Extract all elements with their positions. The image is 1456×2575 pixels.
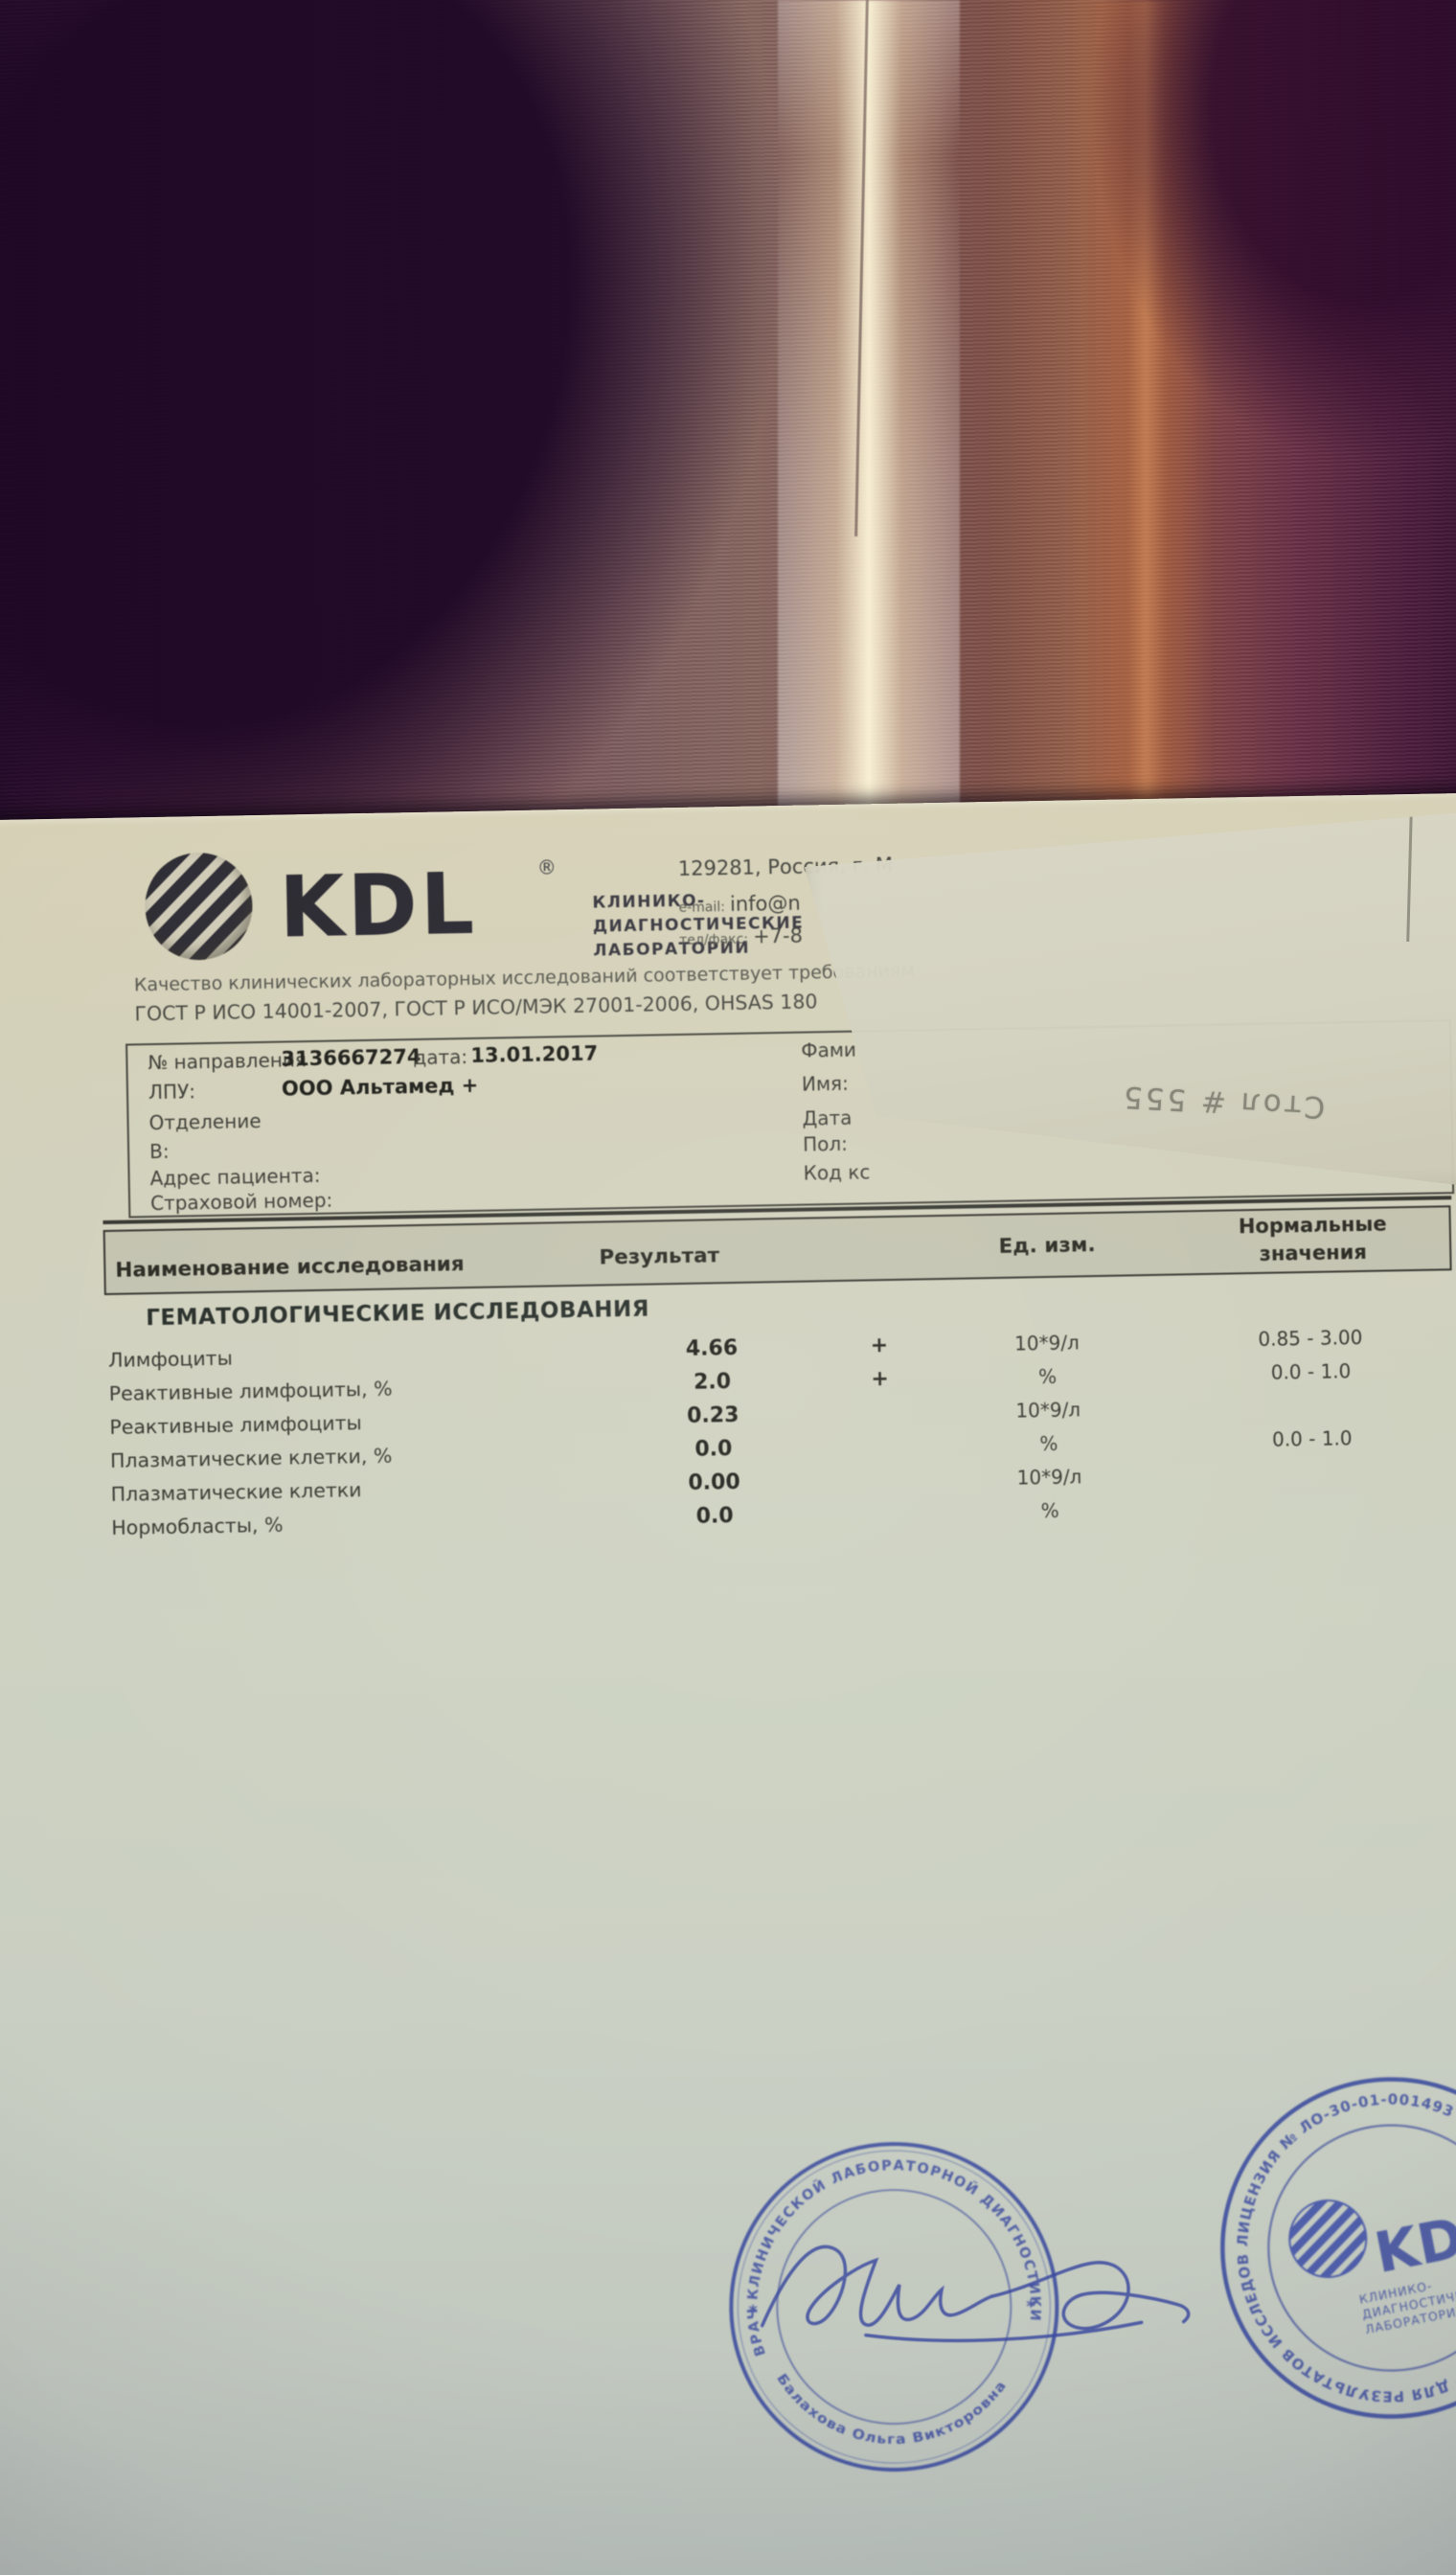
doctor-signature bbox=[749, 2204, 1212, 2376]
row-unit: % bbox=[1039, 1431, 1058, 1455]
row-flag: + bbox=[871, 1367, 890, 1392]
code-label: Код кс bbox=[803, 1160, 871, 1185]
email-line: e-mail: info@n bbox=[678, 891, 801, 917]
row-norm: 0.85 - 3.00 bbox=[1258, 1325, 1363, 1351]
header-name: Наименование исследования bbox=[115, 1252, 465, 1283]
license-stamp-logo-text: KDL bbox=[1370, 2198, 1456, 2286]
row-name: Плазматические клетки bbox=[110, 1477, 362, 1506]
birthdate-label: Дата bbox=[802, 1105, 853, 1130]
doctor-stamp: ВРАЧ КЛИНИЧЕСКОЙ ЛАБОРАТОРНОЙ ДИАГНОСТИК… bbox=[690, 2102, 1100, 2512]
row-result: 0.23 bbox=[686, 1402, 739, 1428]
row-name: Нормобласты, % bbox=[111, 1513, 284, 1539]
row-norm bbox=[1173, 1470, 1451, 1474]
kdl-logo-sphere-icon bbox=[144, 852, 254, 962]
row-norm bbox=[1174, 1503, 1452, 1508]
lpu-value: ООО Альтамед + bbox=[281, 1073, 479, 1101]
receipt-note-text: Стол # 555 bbox=[1120, 1079, 1327, 1125]
header-unit: Ед. изм. bbox=[998, 1233, 1096, 1259]
lpu-label: ЛПУ: bbox=[148, 1080, 196, 1105]
row-flag bbox=[839, 1479, 925, 1481]
row-unit: 10*9/л bbox=[1016, 1464, 1082, 1490]
row-unit: % bbox=[1040, 1498, 1059, 1522]
header-norm: Нормальные значения bbox=[1176, 1209, 1450, 1269]
section-title: ГЕМАТОЛОГИЧЕСКИЕ ИССЛЕДОВАНИЯ bbox=[146, 1296, 650, 1332]
row-result: 4.66 bbox=[685, 1335, 739, 1361]
row-result: 2.0 bbox=[693, 1370, 732, 1395]
row-name: Реактивные лимфоциты, % bbox=[108, 1377, 393, 1405]
row-flag bbox=[837, 1412, 923, 1414]
row-norm: 0.0 - 1.0 bbox=[1270, 1358, 1352, 1384]
phone-line: тел/факс: +7-8 bbox=[679, 924, 803, 949]
row-name: Лимфоциты bbox=[107, 1346, 233, 1372]
doctor-stamp-separator-left: * bbox=[748, 2302, 758, 2322]
row-flag bbox=[838, 1446, 924, 1447]
row-result: 0.0 bbox=[695, 1504, 734, 1529]
firstname-label: Имя: bbox=[801, 1071, 849, 1096]
phone-label: тел/факс: bbox=[679, 931, 749, 948]
patient-address-label: Адрес пациента: bbox=[149, 1163, 321, 1191]
lab-report-paper: KDL ® КЛИНИКО- ДИАГНОСТИЧЕСКИЕ ЛАБОРАТОР… bbox=[0, 792, 1456, 2575]
row-unit: % bbox=[1037, 1364, 1058, 1388]
sex-label: Пол: bbox=[802, 1131, 849, 1156]
v-label: В: bbox=[148, 1139, 170, 1164]
license-stamp: ЛИЦЕНЗИЯ № ЛО-30-01-001493 * ООО "КДЛ ДО… bbox=[1174, 2025, 1456, 2458]
row-unit: 10*9/л bbox=[1015, 1397, 1081, 1423]
insurance-label: Страховой номер: bbox=[149, 1188, 333, 1216]
quality-statement-line-2: ГОСТ Р ИСО 14001-2007, ГОСТ Р ИСО/МЭК 27… bbox=[134, 990, 818, 1026]
date-value: 13.01.2017 bbox=[470, 1041, 599, 1067]
email-label: e-mail: bbox=[678, 900, 726, 916]
phone-value: +7-8 bbox=[752, 923, 804, 948]
row-name: Реактивные лимфоциты bbox=[109, 1410, 362, 1439]
doctor-stamp-separator-right: * bbox=[1026, 2296, 1035, 2316]
kdl-logo-text: KDL bbox=[278, 854, 478, 957]
requisition-number-value: 3136667274 bbox=[281, 1044, 421, 1071]
header-norm-line-2: значения bbox=[1259, 1240, 1368, 1265]
date-label: дата: bbox=[413, 1045, 468, 1070]
row-result: 0.0 bbox=[694, 1437, 733, 1462]
row-name: Плазматические клетки, % bbox=[109, 1444, 393, 1472]
registered-mark: ® bbox=[536, 855, 557, 879]
pen-mark-line bbox=[1406, 811, 1413, 943]
email-value: info@n bbox=[729, 891, 801, 916]
row-flag: + bbox=[870, 1333, 889, 1358]
row-result: 0.00 bbox=[688, 1470, 740, 1495]
header-result: Результат bbox=[599, 1243, 720, 1270]
row-norm: 0.0 - 1.0 bbox=[1271, 1425, 1353, 1451]
row-norm bbox=[1172, 1402, 1450, 1407]
surname-label: Фами bbox=[801, 1037, 857, 1062]
shadow-top-right bbox=[1092, 0, 1456, 460]
row-unit: 10*9/л bbox=[1013, 1330, 1080, 1356]
department-label: Отделение bbox=[148, 1108, 262, 1135]
row-flag bbox=[839, 1513, 925, 1515]
metal-surface bbox=[0, 0, 1456, 1125]
license-stamp-sphere-icon bbox=[1288, 2199, 1368, 2279]
results-rows: Лимфоциты 4.66 + 10*9/л 0.85 - 3.00 Реак… bbox=[108, 1318, 1453, 1544]
